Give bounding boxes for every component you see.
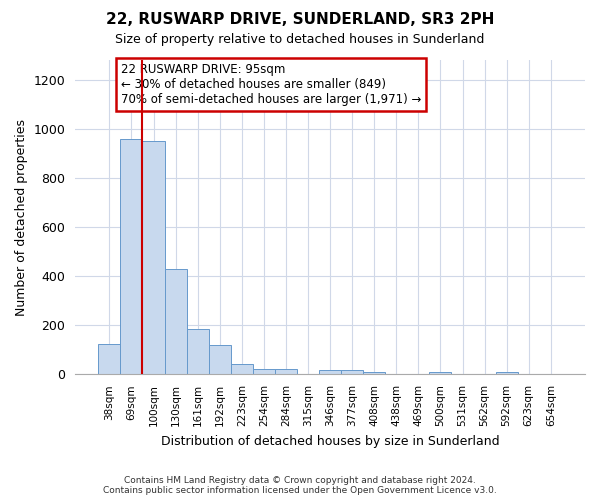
Bar: [164, 269, 187, 374]
Bar: [430, 372, 451, 374]
Bar: [253, 369, 275, 374]
Bar: [142, 141, 164, 374]
Bar: [121, 139, 142, 374]
Bar: [363, 372, 385, 374]
Bar: [98, 344, 121, 374]
Bar: [319, 370, 341, 374]
Bar: [187, 330, 209, 374]
Y-axis label: Number of detached properties: Number of detached properties: [15, 118, 28, 316]
Text: Size of property relative to detached houses in Sunderland: Size of property relative to detached ho…: [115, 32, 485, 46]
Text: Contains HM Land Registry data © Crown copyright and database right 2024.
Contai: Contains HM Land Registry data © Crown c…: [103, 476, 497, 495]
Bar: [231, 364, 253, 374]
Bar: [341, 370, 363, 374]
Text: 22 RUSWARP DRIVE: 95sqm
← 30% of detached houses are smaller (849)
70% of semi-d: 22 RUSWARP DRIVE: 95sqm ← 30% of detache…: [121, 63, 421, 106]
X-axis label: Distribution of detached houses by size in Sunderland: Distribution of detached houses by size …: [161, 434, 499, 448]
Text: 22, RUSWARP DRIVE, SUNDERLAND, SR3 2PH: 22, RUSWARP DRIVE, SUNDERLAND, SR3 2PH: [106, 12, 494, 28]
Bar: [496, 372, 518, 374]
Bar: [209, 345, 231, 374]
Bar: [275, 369, 297, 374]
